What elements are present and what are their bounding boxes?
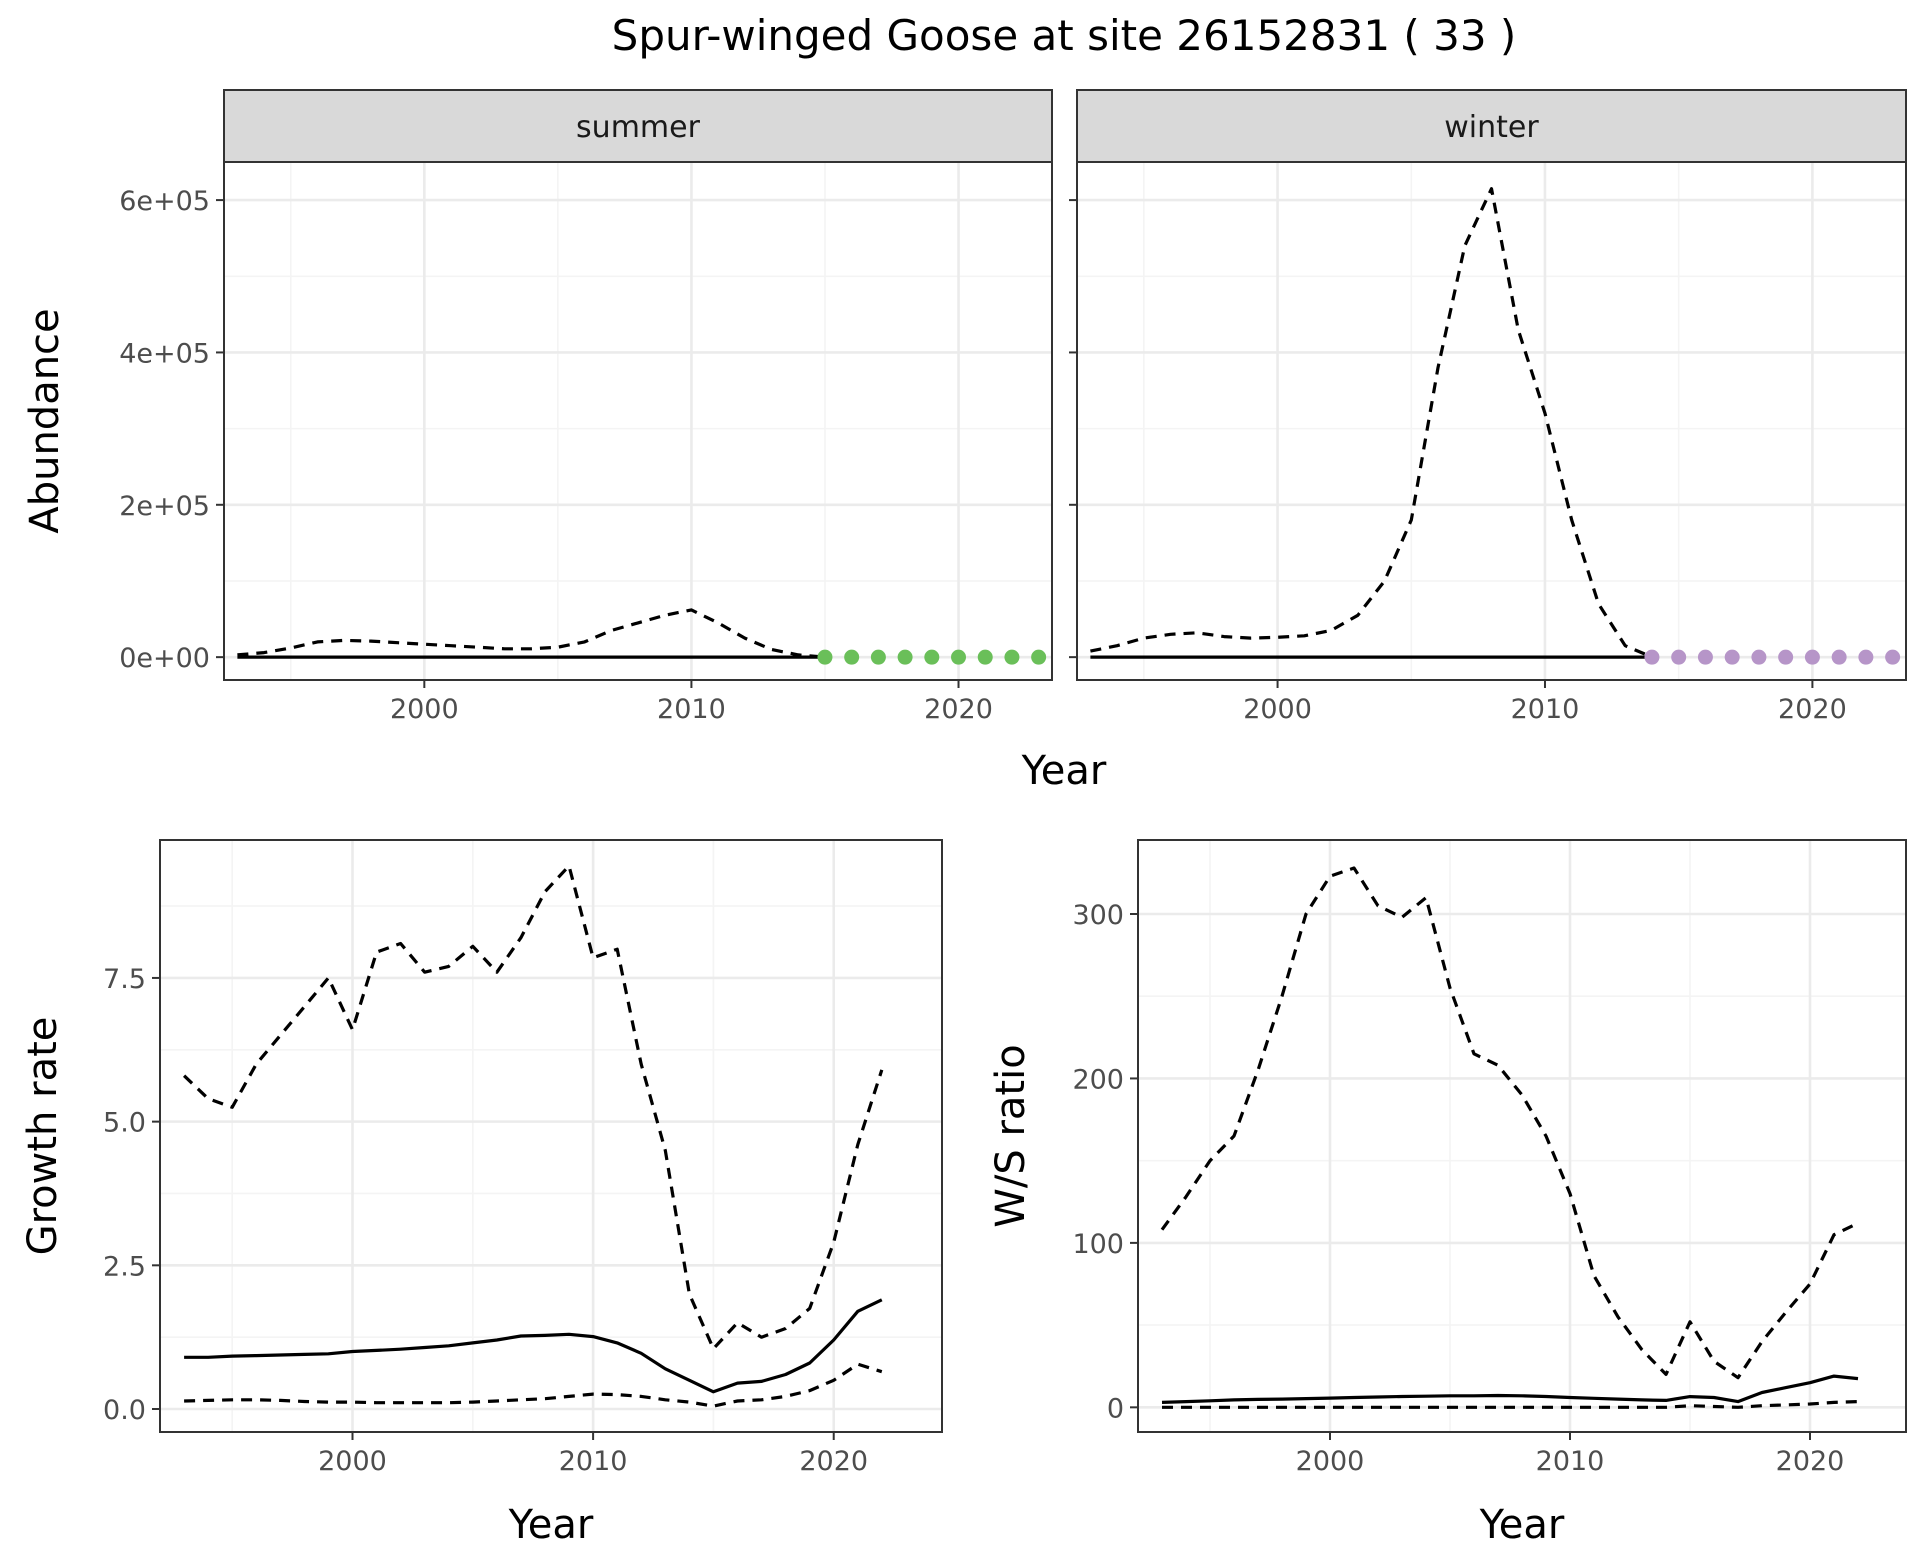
growth-x-axis-title: Year	[508, 1502, 594, 1548]
ws_ratio-0-panel-border	[1137, 839, 1907, 1433]
abundance-1-series-2-point	[1858, 649, 1874, 665]
abundance-x-axis-title: Year	[1021, 748, 1107, 794]
abundance-0-series-2-point	[977, 649, 993, 665]
abundance-0-series-2-point	[951, 649, 967, 665]
abundance-1-x-tick-label: 2010	[1511, 694, 1580, 725]
abundance-0-y-tick-label: 6e+05	[119, 186, 210, 217]
growth-0-series-0-dashed-line	[182, 864, 884, 1351]
growth-0-x-tick-label: 2020	[799, 1446, 868, 1477]
abundance-0-series-2-point	[844, 649, 860, 665]
abundance-0-y-tick-label: 2e+05	[119, 491, 210, 522]
growth-0-y-tick-label: 0.0	[103, 1395, 146, 1426]
ws_ratio-0-series-0-dashed-line	[1160, 866, 1859, 1380]
abundance-1-series-2-point	[1644, 649, 1660, 665]
growth-0-series-1-solid-line	[184, 1298, 883, 1394]
ws_ratio-0-y-tick-label: 0	[1107, 1393, 1124, 1424]
abundance-1-series-2-point	[1724, 649, 1740, 665]
abundance-1-series-2-point	[1751, 649, 1767, 665]
growth-y-axis-title: Growth rate	[20, 1017, 66, 1256]
abundance-1-series-2-point	[1885, 649, 1901, 665]
growth-0-panel-border	[159, 839, 943, 1433]
abundance-0-x-tick-label: 2010	[657, 694, 726, 725]
ws_ratio-0-y-tick-label: 100	[1072, 1229, 1124, 1260]
ws_ratio-x-axis-title: Year	[1479, 1502, 1565, 1548]
ws_ratio-0-panel-background	[1138, 840, 1906, 1432]
growth-0-y-tick-label: 7.5	[103, 964, 146, 995]
growth-0-x-tick-label: 2000	[318, 1446, 387, 1477]
abundance-0-panel-background	[224, 162, 1052, 680]
ws_ratio-y-axis-title: W/S ratio	[988, 1044, 1034, 1227]
figure-title: Spur-winged Goose at site 26152831 ( 33 …	[612, 11, 1517, 60]
abundance-0-series-2-point	[897, 649, 913, 665]
ws_ratio-0-y-tick-label: 300	[1072, 900, 1124, 931]
abundance-0-x-tick-label: 2000	[390, 694, 459, 725]
abundance-0-series-2-point	[1004, 649, 1020, 665]
growth-0-x-tick-label: 2010	[559, 1446, 628, 1477]
abundance-1-series-2-point	[1831, 649, 1847, 665]
abundance-0-series-0-dashed-line	[237, 608, 826, 659]
abundance-1-series-2-point	[1671, 649, 1687, 665]
growth-0-y-tick-label: 5.0	[103, 1108, 146, 1139]
abundance-1-series-0-dashed-line	[1090, 187, 1653, 659]
abundance-1-series-2-point	[1778, 649, 1794, 665]
abundance-0-series-2-point	[1031, 649, 1047, 665]
abundance-0-x-tick-label: 2020	[924, 694, 993, 725]
ws_ratio-0-series-1-solid-line	[1161, 1374, 1859, 1404]
ws_ratio-0-y-tick-label: 200	[1072, 1064, 1124, 1095]
ws_ratio-0-x-tick-label: 2020	[1776, 1446, 1845, 1477]
growth-0-y-tick-label: 2.5	[103, 1251, 146, 1282]
growth-0-series-2-dashed-line	[184, 1362, 883, 1408]
ws_ratio-0-series-2-dashed-line	[1162, 1400, 1859, 1409]
abundance-1-series-2-point	[1804, 649, 1820, 665]
abundance-0-y-tick-label: 4e+05	[119, 338, 210, 369]
abundance-0-series-2-point	[817, 649, 833, 665]
abundance-1-panel-background	[1077, 162, 1906, 680]
abundance-0-facet-label: summer	[576, 110, 701, 145]
abundance-y-axis-title: Abundance	[22, 308, 68, 533]
abundance-1-x-tick-label: 2000	[1243, 694, 1312, 725]
abundance-1-facet-label: winter	[1444, 110, 1539, 145]
ws_ratio-0-x-tick-label: 2010	[1536, 1446, 1605, 1477]
abundance-1-x-tick-label: 2020	[1778, 694, 1847, 725]
abundance-1-series-2-point	[1697, 649, 1713, 665]
abundance-0-y-tick-label: 0e+00	[119, 643, 210, 674]
growth-0-panel-background	[160, 840, 942, 1432]
abundance-0-series-2-point	[924, 649, 940, 665]
ws_ratio-0-x-tick-label: 2000	[1296, 1446, 1365, 1477]
abundance-1-facet-strip	[1076, 89, 1907, 163]
abundance-0-series-2-point	[870, 649, 886, 665]
abundance-0-facet-strip	[223, 89, 1053, 163]
